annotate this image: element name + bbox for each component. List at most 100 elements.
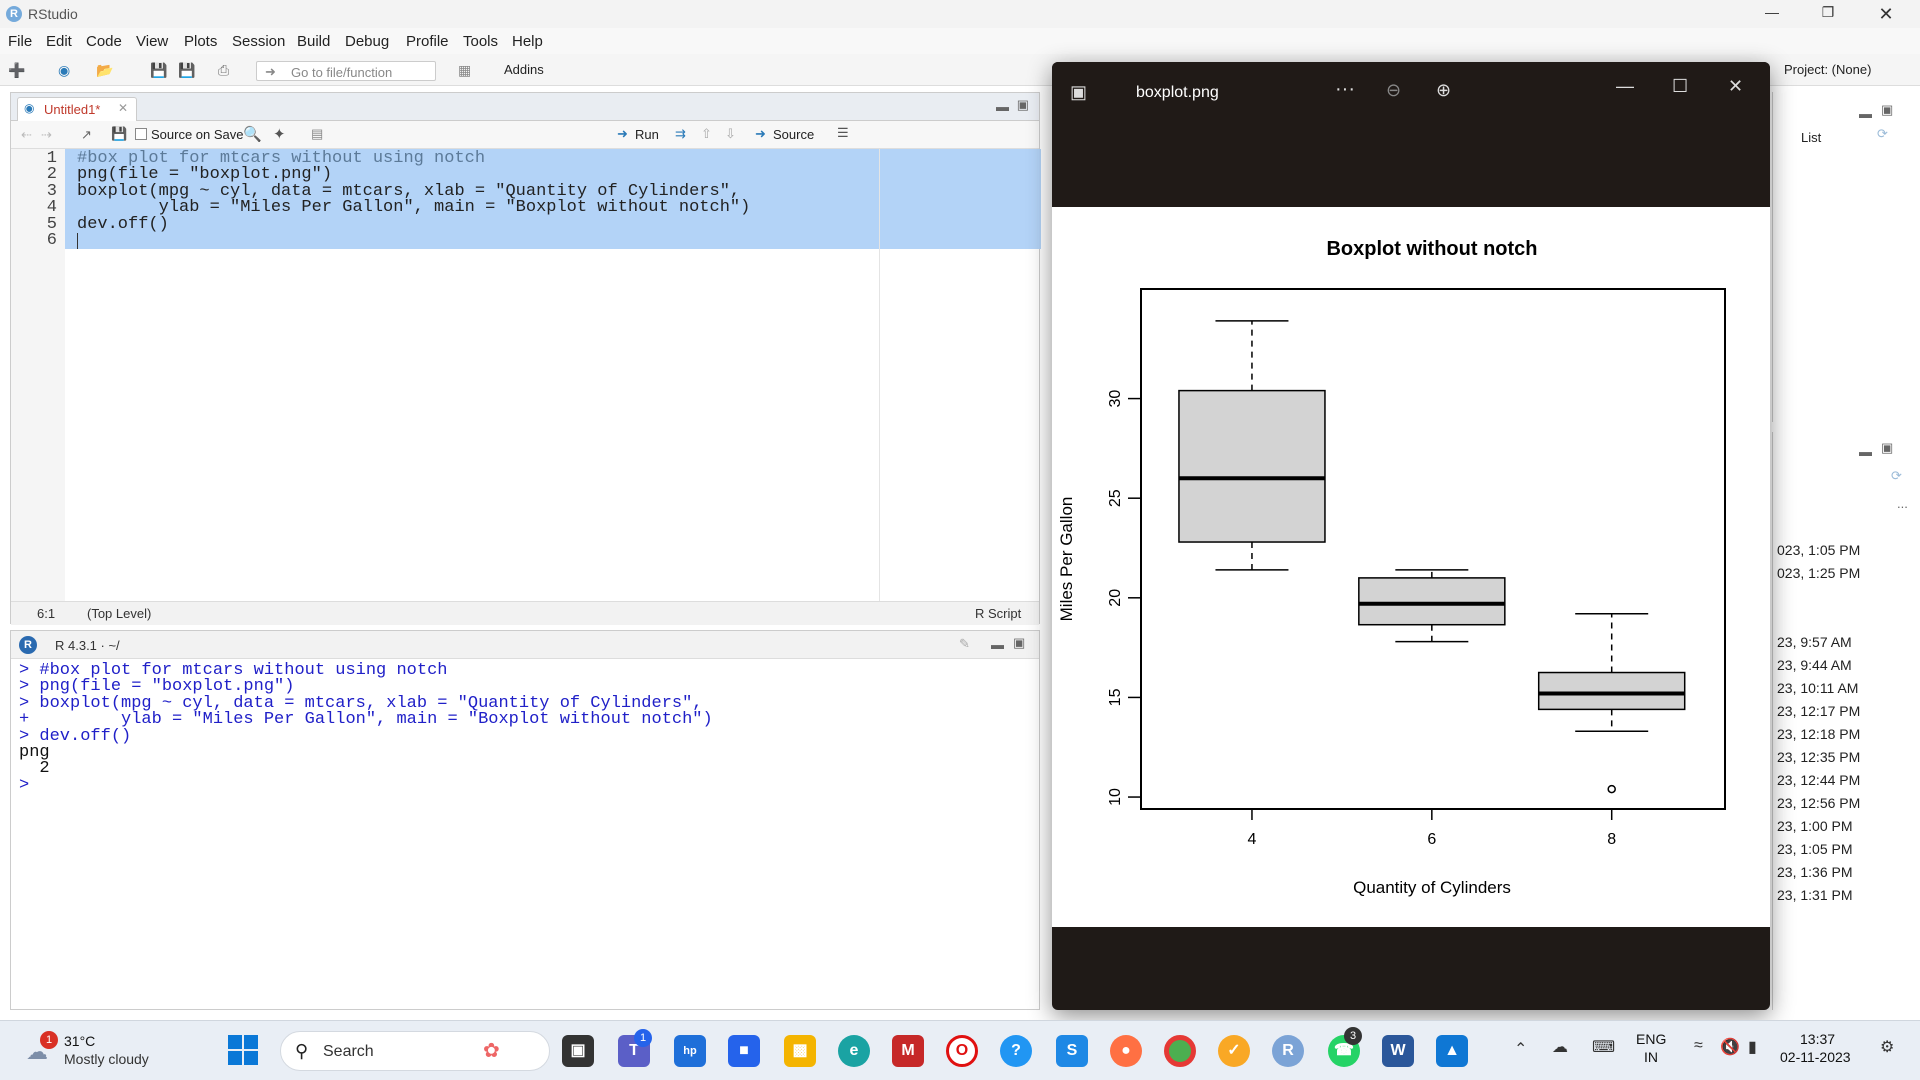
keyboard-icon[interactable]: ⌨: [1592, 1039, 1616, 1056]
workspace-panes-icon[interactable]: ▦: [458, 62, 472, 78]
code-editor[interactable]: #box plot for mtcars without using notch…: [65, 149, 1041, 601]
history-item[interactable]: 23, 1:05 PM: [1777, 841, 1853, 857]
start-button[interactable]: [228, 1035, 258, 1065]
close-tab-icon[interactable]: ✕: [117, 101, 128, 115]
viewer-maximize-button[interactable]: ☐: [1672, 76, 1689, 96]
show-in-window-icon[interactable]: ↗: [81, 127, 92, 142]
menu-plots[interactable]: Plots: [184, 33, 218, 50]
save-icon[interactable]: 💾: [150, 62, 168, 78]
history-item[interactable]: 23, 12:56 PM: [1777, 795, 1861, 811]
run-button[interactable]: Run: [635, 127, 659, 142]
menu-code[interactable]: Code: [86, 33, 122, 50]
addins-menu[interactable]: Addins: [504, 62, 544, 77]
clock-date[interactable]: 02-11-2023: [1780, 1049, 1851, 1065]
viewer-minimize-button[interactable]: —: [1616, 76, 1634, 96]
tab-untitled1[interactable]: ◉ Untitled1* ✕: [17, 97, 137, 121]
minimize-window-button[interactable]: —: [1765, 4, 1779, 20]
code-tools-icon[interactable]: ✦: [273, 126, 286, 143]
menu-tools[interactable]: Tools: [463, 33, 499, 50]
history-item[interactable]: 23, 1:00 PM: [1777, 818, 1853, 834]
history-item[interactable]: 23, 12:44 PM: [1777, 772, 1861, 788]
maximize-hist-icon[interactable]: ▣: [1881, 440, 1894, 455]
file-explorer-icon[interactable]: ▩: [784, 1035, 816, 1067]
menu-edit[interactable]: Edit: [46, 33, 72, 50]
skype-icon[interactable]: S: [1056, 1035, 1088, 1067]
wifi-icon[interactable]: ≈: [1694, 1037, 1703, 1054]
refresh-env-icon[interactable]: ⟳: [1877, 126, 1888, 141]
go-up-icon[interactable]: ⇧: [701, 126, 712, 141]
more-options-button[interactable]: ...: [1897, 496, 1908, 511]
history-item[interactable]: 23, 10:11 AM: [1777, 680, 1859, 696]
restore-window-button[interactable]: ❐: [1821, 4, 1835, 20]
volume-muted-icon[interactable]: 🔇: [1720, 1039, 1740, 1056]
menu-debug[interactable]: Debug: [345, 33, 390, 50]
history-item[interactable]: 23, 12:17 PM: [1777, 703, 1861, 719]
goto-file-input[interactable]: ➜ Go to file/function: [256, 61, 436, 81]
opera-icon[interactable]: O: [946, 1035, 978, 1067]
console-output[interactable]: > #box plot for mtcars without using not…: [11, 659, 1039, 1009]
history-item[interactable]: 23, 1:31 PM: [1777, 887, 1853, 903]
save-all-icon[interactable]: 💾: [178, 62, 196, 78]
notifications-icon[interactable]: ⚙: [1880, 1039, 1895, 1056]
history-item[interactable]: 23, 1:36 PM: [1777, 864, 1853, 880]
myhp-icon[interactable]: hp: [674, 1035, 706, 1067]
history-item[interactable]: 023, 1:25 PM: [1777, 565, 1861, 581]
edge-icon[interactable]: e: [838, 1035, 870, 1067]
language-indicator[interactable]: ENG: [1636, 1031, 1667, 1047]
zoom-out-icon[interactable]: ⊖: [1386, 80, 1402, 100]
show-hidden-icons-button[interactable]: ⌃: [1514, 1041, 1528, 1058]
project-menu[interactable]: Project: (None): [1784, 62, 1872, 77]
source-on-save-checkbox[interactable]: [135, 128, 147, 140]
battery-icon[interactable]: ▮: [1748, 1039, 1757, 1056]
word-icon[interactable]: W: [1382, 1035, 1414, 1067]
history-item[interactable]: 023, 1:05 PM: [1777, 542, 1861, 558]
weather-widget[interactable]: ☁ 1 31°C Mostly cloudy: [20, 1031, 250, 1071]
menu-build[interactable]: Build: [297, 33, 331, 50]
open-file-icon[interactable]: 📂: [96, 62, 114, 78]
norton-icon[interactable]: ✓: [1218, 1035, 1250, 1067]
new-project-icon[interactable]: ◉: [58, 62, 71, 78]
maximize-console-icon[interactable]: ▣: [1013, 635, 1026, 650]
minimize-pane-icon[interactable]: ▬: [996, 99, 1009, 114]
chrome-icon[interactable]: [1164, 1035, 1196, 1067]
outline-icon[interactable]: ☰: [837, 125, 849, 140]
minimize-hist-icon[interactable]: ▬: [1859, 444, 1872, 459]
refresh-hist-icon[interactable]: ⟳: [1891, 468, 1902, 483]
more-options-button[interactable]: ···: [1335, 78, 1355, 100]
task-view-icon[interactable]: ▣: [562, 1035, 594, 1067]
onedrive-icon[interactable]: ☁: [1552, 1039, 1568, 1056]
minimize-console-icon[interactable]: ▬: [991, 637, 1004, 652]
close-window-button[interactable]: ✕: [1878, 4, 1894, 24]
history-item[interactable]: 23, 9:44 AM: [1777, 657, 1852, 673]
list-view-selector[interactable]: List: [1801, 130, 1822, 145]
r-app-icon[interactable]: R: [1272, 1035, 1304, 1067]
menu-profile[interactable]: Profile: [406, 33, 449, 50]
maximize-env-icon[interactable]: ▣: [1881, 102, 1894, 117]
back-icon[interactable]: ⇠: [21, 127, 32, 142]
menu-help[interactable]: Help: [512, 33, 543, 50]
maximize-pane-icon[interactable]: ▣: [1016, 97, 1029, 112]
file-type-selector[interactable]: R Script: [975, 606, 1022, 621]
scope-indicator[interactable]: (Top Level): [87, 606, 152, 621]
history-item[interactable]: 23, 12:35 PM: [1777, 749, 1861, 765]
clear-console-icon[interactable]: ✎: [959, 636, 970, 651]
go-down-icon[interactable]: ⇩: [725, 126, 736, 141]
menu-file[interactable]: File: [8, 33, 33, 50]
menu-view[interactable]: View: [136, 33, 169, 50]
find-icon[interactable]: 🔍: [243, 126, 262, 143]
compile-report-icon[interactable]: ▤: [311, 126, 324, 141]
print-icon[interactable]: ⎙: [218, 62, 230, 78]
source-button[interactable]: Source: [773, 127, 815, 142]
clock-time[interactable]: 13:37: [1800, 1031, 1836, 1047]
firefox-icon[interactable]: ●: [1110, 1035, 1142, 1067]
minimize-env-icon[interactable]: ▬: [1859, 106, 1872, 121]
new-file-icon[interactable]: ➕: [8, 62, 26, 78]
forward-icon[interactable]: ⇢: [41, 127, 52, 142]
mcafee-icon[interactable]: M: [892, 1035, 924, 1067]
menu-session[interactable]: Session: [232, 33, 286, 50]
help-icon[interactable]: ?: [1000, 1035, 1032, 1067]
photos-icon[interactable]: ▲: [1436, 1035, 1468, 1067]
store-icon[interactable]: ■: [728, 1035, 760, 1067]
history-item[interactable]: 23, 12:18 PM: [1777, 726, 1861, 742]
editor-save-icon[interactable]: 💾: [111, 126, 128, 141]
